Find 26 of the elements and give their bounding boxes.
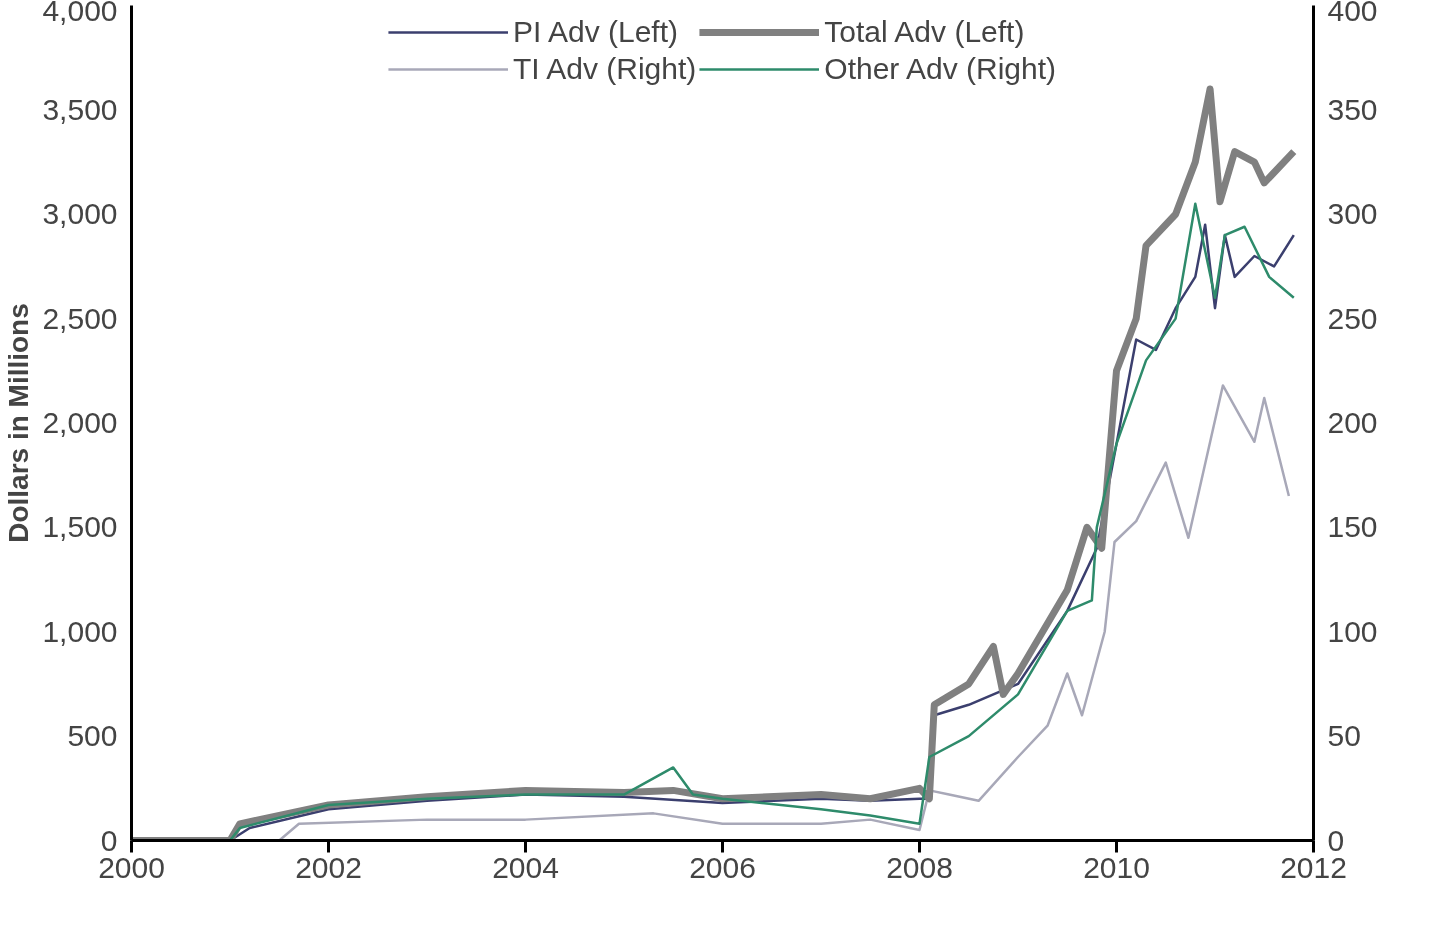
y-tick-label: 2,500 [42,301,118,335]
y-tick-label: 4,000 [42,0,118,27]
x-tick-label: 2010 [1083,850,1150,884]
y2-tick-label: 350 [1327,92,1378,126]
legend-label: PI Adv (Left) [512,15,678,49]
y2-tick-label: 200 [1327,406,1378,439]
x-tick-label: 2008 [886,850,953,884]
y2-tick-label: 100 [1327,614,1378,648]
x-tick-label: 2004 [492,850,559,884]
y2-tick-label: 250 [1327,301,1378,335]
y2-tick-label: 50 [1327,719,1361,753]
y-tick-label: 3,500 [42,92,118,126]
x-tick-label: 2002 [295,850,362,884]
legend-label: Other Adv (Right) [824,52,1057,86]
y2-tick-label: 300 [1327,197,1378,231]
y-tick-label: 3,000 [42,197,118,231]
y-tick-label: 2,000 [42,406,118,439]
y-tick-label: 1,500 [42,510,118,544]
y-axis-title: Dollars in Millions [3,303,35,543]
x-tick-label: 2006 [689,850,756,884]
y2-tick-label: 400 [1327,0,1378,27]
legend-label: Total Adv (Left) [824,15,1025,49]
legend-label: TI Adv (Right) [512,52,697,86]
y-tick-label: 1,000 [42,614,118,648]
y-tick-label: 500 [67,719,118,753]
y2-tick-label: 150 [1327,510,1378,544]
